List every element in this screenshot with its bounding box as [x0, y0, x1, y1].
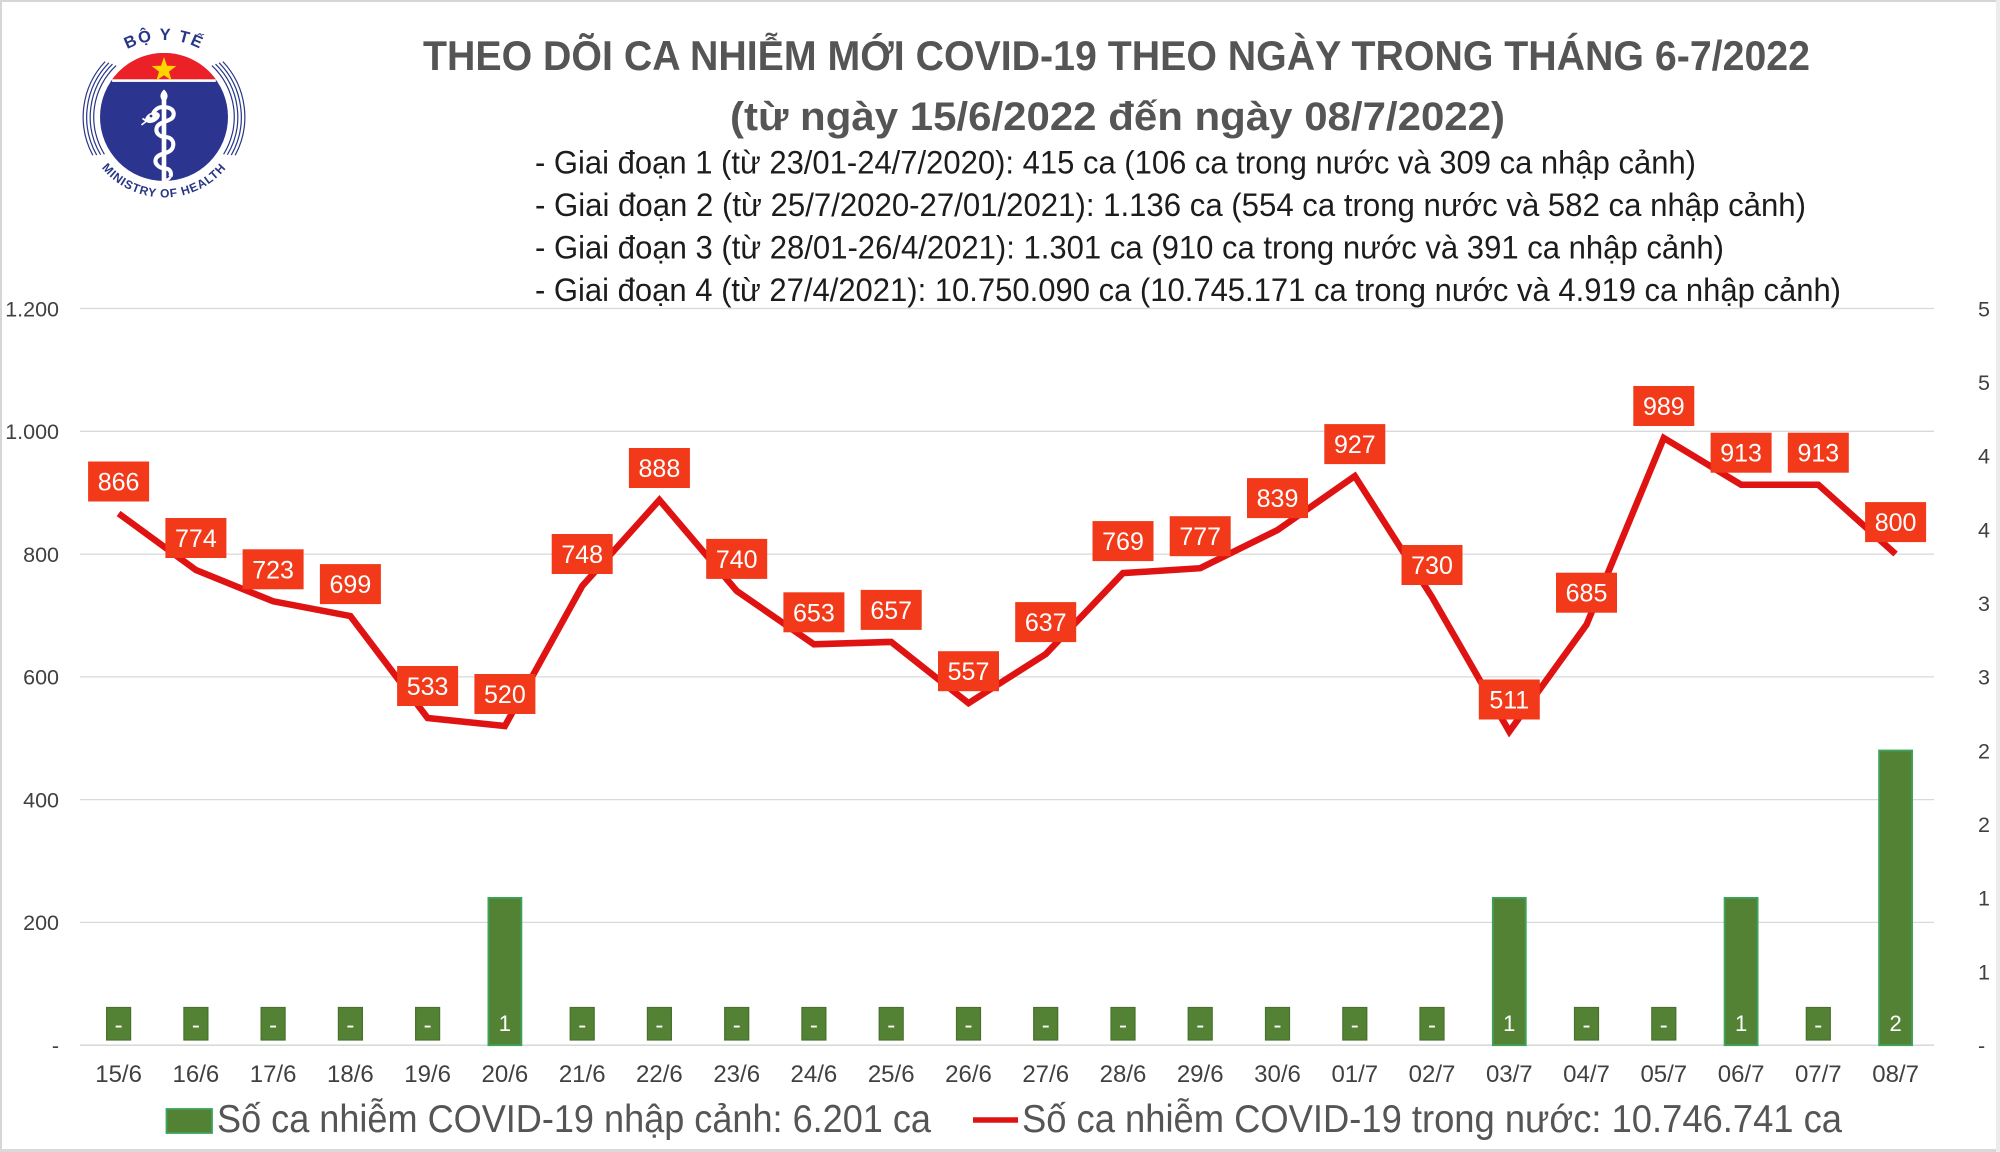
svg-text:400: 400: [23, 788, 59, 812]
svg-text:657: 657: [870, 597, 912, 625]
svg-text:769: 769: [1102, 528, 1144, 556]
svg-text:21/6: 21/6: [559, 1061, 606, 1088]
svg-text:30/6: 30/6: [1254, 1061, 1301, 1088]
svg-text:600: 600: [23, 666, 59, 690]
svg-text:27/6: 27/6: [1022, 1061, 1069, 1088]
svg-text:-: -: [1660, 1012, 1668, 1039]
svg-text:777: 777: [1179, 523, 1221, 551]
svg-text:-: -: [1978, 1034, 1985, 1058]
svg-text:-: -: [887, 1012, 895, 1039]
svg-text:-: -: [578, 1012, 586, 1039]
svg-text:-: -: [269, 1012, 277, 1039]
svg-text:25/6: 25/6: [868, 1061, 915, 1088]
svg-text:1.000: 1.000: [5, 420, 59, 444]
svg-text:24/6: 24/6: [791, 1061, 838, 1088]
svg-text:01/7: 01/7: [1331, 1061, 1378, 1088]
svg-text:2: 2: [1889, 1011, 1901, 1036]
svg-text:-: -: [1042, 1012, 1050, 1039]
svg-text:4: 4: [1978, 518, 1990, 542]
svg-text:- Giai đoạn 3 (từ 28/01-26/4/2: - Giai đoạn 3 (từ 28/01-26/4/2021): 1.30…: [535, 230, 1724, 266]
svg-text:07/7: 07/7: [1795, 1061, 1842, 1088]
svg-text:888: 888: [639, 455, 681, 483]
svg-text:-: -: [1196, 1012, 1204, 1039]
svg-text:06/7: 06/7: [1718, 1061, 1765, 1088]
svg-text:3: 3: [1978, 666, 1990, 690]
svg-text:866: 866: [98, 469, 140, 497]
svg-text:(từ ngày 15/6/2022 đến ngày 08: (từ ngày 15/6/2022 đến ngày 08/7/2022): [730, 95, 1505, 139]
svg-text:1: 1: [1503, 1011, 1515, 1036]
svg-text:THEO DÕI CA NHIỄM MỚI COVID-19: THEO DÕI CA NHIỄM MỚI COVID-19 THEO NGÀY…: [423, 31, 1810, 79]
svg-text:511: 511: [1489, 687, 1529, 715]
svg-text:533: 533: [407, 673, 449, 701]
svg-text:26/6: 26/6: [945, 1061, 992, 1088]
svg-text:637: 637: [1025, 609, 1067, 637]
svg-text:913: 913: [1797, 440, 1839, 468]
svg-text:685: 685: [1566, 580, 1608, 608]
svg-text:-: -: [810, 1012, 818, 1039]
svg-text:03/7: 03/7: [1486, 1061, 1533, 1088]
svg-text:16/6: 16/6: [173, 1061, 220, 1088]
svg-text:-: -: [115, 1012, 123, 1039]
svg-text:-: -: [424, 1012, 432, 1039]
svg-text:740: 740: [716, 546, 758, 574]
svg-text:-: -: [1583, 1012, 1591, 1039]
svg-text:5: 5: [1978, 297, 1990, 321]
svg-text:-: -: [965, 1012, 973, 1039]
svg-text:05/7: 05/7: [1640, 1061, 1687, 1088]
svg-text:15/6: 15/6: [95, 1061, 142, 1088]
svg-text:774: 774: [175, 525, 217, 553]
svg-text:-: -: [1351, 1012, 1359, 1039]
svg-text:-: -: [1814, 1012, 1822, 1039]
svg-text:02/7: 02/7: [1409, 1061, 1456, 1088]
svg-text:989: 989: [1643, 393, 1685, 421]
svg-text:-: -: [1274, 1012, 1282, 1039]
svg-text:-: -: [733, 1012, 741, 1039]
svg-text:-: -: [1428, 1012, 1436, 1039]
svg-text:-: -: [1119, 1012, 1127, 1039]
svg-text:800: 800: [23, 543, 59, 567]
svg-text:699: 699: [330, 571, 372, 599]
svg-text:730: 730: [1411, 552, 1453, 580]
svg-text:748: 748: [561, 541, 603, 569]
svg-text:17/6: 17/6: [250, 1061, 297, 1088]
svg-text:1.200: 1.200: [5, 297, 59, 321]
svg-text:18/6: 18/6: [327, 1061, 374, 1088]
svg-text:-: -: [655, 1012, 663, 1039]
svg-text:23/6: 23/6: [713, 1061, 760, 1088]
svg-text:2: 2: [1978, 813, 1990, 837]
svg-text:- Giai đoạn 4 (từ 27/4/2021):: - Giai đoạn 4 (từ 27/4/2021): 10.750.090…: [535, 272, 1841, 308]
svg-text:-: -: [52, 1034, 59, 1058]
svg-text:28/6: 28/6: [1100, 1061, 1147, 1088]
svg-text:-: -: [346, 1012, 354, 1039]
svg-text:800: 800: [1875, 509, 1917, 537]
svg-text:1: 1: [1735, 1011, 1747, 1036]
svg-text:29/6: 29/6: [1177, 1061, 1224, 1088]
svg-text:200: 200: [23, 911, 59, 935]
svg-text:20/6: 20/6: [482, 1061, 529, 1088]
svg-text:19/6: 19/6: [404, 1061, 451, 1088]
svg-text:653: 653: [793, 599, 835, 627]
svg-text:22/6: 22/6: [636, 1061, 683, 1088]
svg-text:3: 3: [1978, 592, 1990, 616]
svg-text:Số ca nhiễm COVID-19 trong nướ: Số ca nhiễm COVID-19 trong nước: 10.746.…: [1022, 1098, 1842, 1141]
svg-text:913: 913: [1720, 440, 1762, 468]
svg-text:- Giai đoạn 2 (từ 25/7/2020-27: - Giai đoạn 2 (từ 25/7/2020-27/01/2021):…: [535, 187, 1806, 223]
svg-text:723: 723: [252, 556, 294, 584]
svg-text:-: -: [192, 1012, 200, 1039]
svg-text:04/7: 04/7: [1563, 1061, 1610, 1088]
svg-text:BỘ Y TẾ: BỘ Y TẾ: [121, 26, 207, 53]
svg-text:839: 839: [1257, 485, 1299, 513]
svg-text:2: 2: [1978, 739, 1990, 763]
svg-text:08/7: 08/7: [1872, 1061, 1919, 1088]
svg-text:1: 1: [1978, 960, 1990, 984]
svg-text:1: 1: [499, 1011, 511, 1036]
svg-text:- Giai đoạn 1 (từ 23/01-24/7/2: - Giai đoạn 1 (từ 23/01-24/7/2020): 415 …: [535, 145, 1696, 181]
svg-text:5: 5: [1978, 371, 1990, 395]
svg-text:1: 1: [1978, 887, 1990, 911]
svg-text:520: 520: [484, 681, 526, 709]
svg-text:927: 927: [1334, 431, 1376, 459]
svg-text:4: 4: [1978, 445, 1990, 469]
svg-text:Số ca nhiễm COVID-19 nhập cảnh: Số ca nhiễm COVID-19 nhập cảnh: 6.201 ca: [217, 1098, 931, 1141]
svg-text:557: 557: [948, 658, 990, 686]
